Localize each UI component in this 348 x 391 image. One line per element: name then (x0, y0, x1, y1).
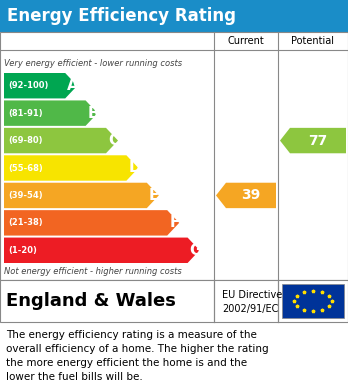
Text: The energy efficiency rating is a measure of the
overall efficiency of a home. T: The energy efficiency rating is a measur… (6, 330, 269, 382)
Text: EU Directive: EU Directive (222, 290, 282, 300)
Text: (92-100): (92-100) (8, 81, 48, 90)
Text: F: F (169, 215, 180, 230)
Text: Current: Current (228, 36, 264, 46)
Text: (55-68): (55-68) (8, 163, 43, 172)
Polygon shape (4, 210, 179, 235)
Bar (282, 284, 344, 318)
Text: B: B (88, 106, 99, 121)
Text: England & Wales: England & Wales (6, 292, 176, 310)
Text: (69-80): (69-80) (8, 136, 42, 145)
Text: 39: 39 (242, 188, 261, 203)
Polygon shape (280, 128, 346, 153)
Text: 2002/91/EC: 2002/91/EC (222, 303, 278, 314)
Polygon shape (4, 128, 118, 153)
Text: E: E (149, 188, 159, 203)
Polygon shape (4, 73, 77, 99)
Text: Very energy efficient - lower running costs: Very energy efficient - lower running co… (4, 59, 182, 68)
Polygon shape (4, 155, 139, 181)
Text: Energy Efficiency Rating: Energy Efficiency Rating (7, 7, 236, 25)
Polygon shape (4, 183, 159, 208)
Text: (39-54): (39-54) (8, 191, 42, 200)
Text: 77: 77 (308, 134, 327, 147)
Polygon shape (4, 100, 97, 126)
Text: A: A (67, 78, 79, 93)
Bar (0, 280, 348, 322)
Text: (21-38): (21-38) (8, 218, 42, 227)
Polygon shape (216, 183, 276, 208)
Text: Not energy efficient - higher running costs: Not energy efficient - higher running co… (4, 267, 182, 276)
Polygon shape (4, 238, 200, 263)
Bar (0, 0, 348, 32)
Bar (0, 32, 348, 280)
Text: (1-20): (1-20) (8, 246, 37, 255)
Text: G: G (190, 243, 202, 258)
Text: C: C (108, 133, 119, 148)
Text: Potential: Potential (292, 36, 334, 46)
Text: D: D (128, 160, 141, 176)
Text: (81-91): (81-91) (8, 109, 42, 118)
